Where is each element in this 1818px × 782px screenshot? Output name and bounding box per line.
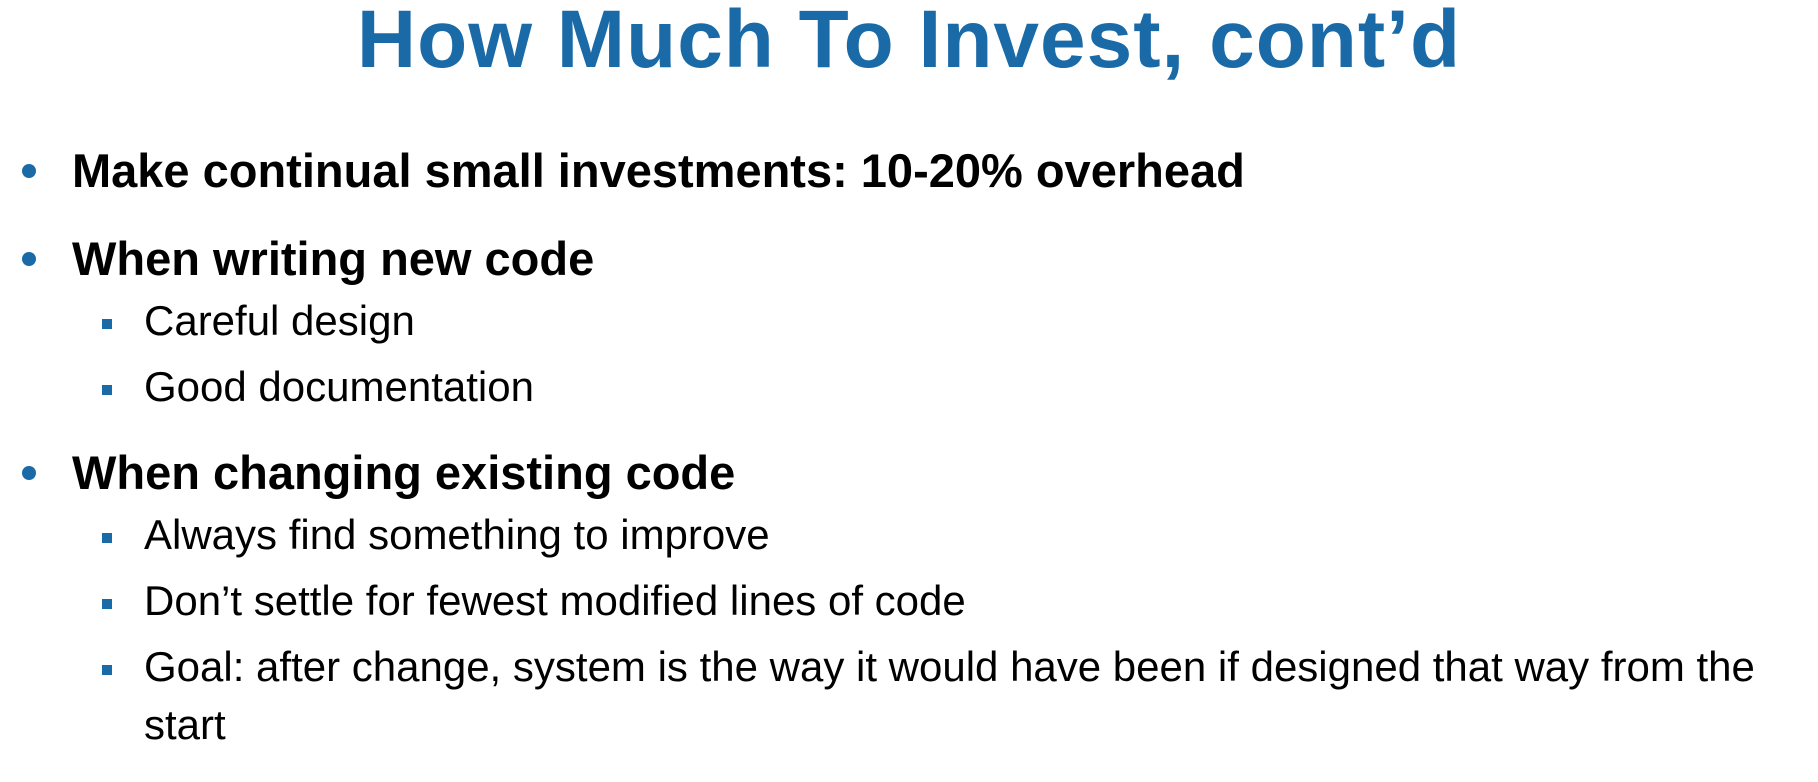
sub-bullet-text: Goal: after change, system is the way it… xyxy=(144,643,1755,748)
bullet-text: When writing new code xyxy=(72,232,595,285)
sub-bullet-square-icon xyxy=(102,385,112,395)
sub-bullet-item: Good documentation xyxy=(102,358,1784,416)
sub-bullet-square-icon xyxy=(102,599,112,609)
sub-bullet-square-icon xyxy=(102,665,112,675)
bullet-item: When writing new code Careful design Goo… xyxy=(0,228,1818,416)
sub-bullet-list: Careful design Good documentation xyxy=(72,292,1818,416)
bullet-list: Make continual small investments: 10-20%… xyxy=(0,140,1818,754)
sub-bullet-text: Careful design xyxy=(144,297,415,344)
sub-bullet-text: Good documentation xyxy=(144,363,534,410)
sub-bullet-square-icon xyxy=(102,533,112,543)
bullet-dot-icon xyxy=(22,466,36,480)
bullet-row: When changing existing code xyxy=(22,442,1818,504)
bullet-dot-icon xyxy=(22,252,36,266)
sub-bullet-text: Always find something to improve xyxy=(144,511,770,558)
bullet-dot-icon xyxy=(22,164,36,178)
bullet-text: When changing existing code xyxy=(72,446,736,499)
bullet-item: When changing existing code Always find … xyxy=(0,442,1818,754)
sub-bullet-square-icon xyxy=(102,319,112,329)
slide-title: How Much To Invest, cont’d xyxy=(356,0,1462,85)
bullet-item: Make continual small investments: 10-20%… xyxy=(0,140,1818,202)
bullet-row: Make continual small investments: 10-20%… xyxy=(22,140,1818,202)
bullet-text: Make continual small investments: 10-20%… xyxy=(72,144,1245,197)
sub-bullet-item: Don’t settle for fewest modified lines o… xyxy=(102,572,1784,630)
sub-bullet-list: Always find something to improve Don’t s… xyxy=(72,506,1818,754)
sub-bullet-item: Always find something to improve xyxy=(102,506,1784,564)
sub-bullet-item: Goal: after change, system is the way it… xyxy=(102,638,1784,754)
sub-bullet-text: Don’t settle for fewest modified lines o… xyxy=(144,577,966,624)
sub-bullet-item: Careful design xyxy=(102,292,1784,350)
bullet-row: When writing new code xyxy=(22,228,1818,290)
